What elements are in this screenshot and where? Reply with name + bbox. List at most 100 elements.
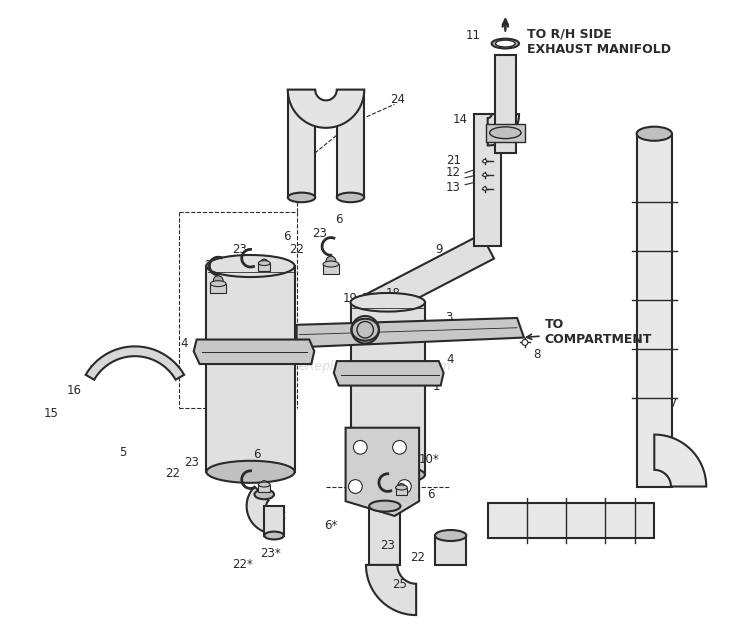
Text: 4: 4 <box>180 337 188 350</box>
Ellipse shape <box>350 293 425 312</box>
Circle shape <box>522 339 528 346</box>
Text: 3: 3 <box>445 312 452 324</box>
Polygon shape <box>654 435 706 487</box>
Polygon shape <box>86 346 184 380</box>
Text: eReplacementParts.com: eReplacementParts.com <box>298 360 452 374</box>
Polygon shape <box>337 90 364 197</box>
Polygon shape <box>474 114 502 246</box>
Circle shape <box>213 276 223 286</box>
Text: 6: 6 <box>427 488 434 501</box>
Text: 23: 23 <box>184 456 200 468</box>
Polygon shape <box>296 318 524 348</box>
Circle shape <box>349 480 362 494</box>
Ellipse shape <box>259 260 270 265</box>
Text: TO
COMPARTMENT: TO COMPARTMENT <box>526 318 652 346</box>
Bar <box>350 302 425 475</box>
Ellipse shape <box>337 193 364 202</box>
Text: 14: 14 <box>453 112 468 126</box>
Polygon shape <box>435 535 466 565</box>
Text: 23: 23 <box>312 227 326 240</box>
Text: 19: 19 <box>343 292 358 305</box>
Text: 6: 6 <box>253 447 260 461</box>
Text: 1: 1 <box>433 380 440 393</box>
Text: 2: 2 <box>278 509 286 523</box>
Text: 6: 6 <box>283 230 290 243</box>
Text: 18: 18 <box>386 287 400 300</box>
Text: 22: 22 <box>410 550 424 564</box>
Ellipse shape <box>288 193 315 202</box>
Text: 5: 5 <box>119 446 127 459</box>
Bar <box>323 264 339 274</box>
Ellipse shape <box>637 126 672 141</box>
Polygon shape <box>288 90 315 197</box>
Ellipse shape <box>264 532 284 540</box>
Ellipse shape <box>206 461 295 483</box>
Text: 7: 7 <box>670 397 678 410</box>
Ellipse shape <box>435 530 466 541</box>
Ellipse shape <box>352 319 379 341</box>
Bar <box>210 284 226 293</box>
Polygon shape <box>264 506 284 535</box>
Text: 17: 17 <box>88 365 104 377</box>
Ellipse shape <box>254 489 274 499</box>
Text: 22: 22 <box>165 467 180 480</box>
Text: 24: 24 <box>390 93 405 106</box>
Polygon shape <box>288 90 364 128</box>
Bar <box>259 263 270 271</box>
Polygon shape <box>366 565 416 615</box>
Polygon shape <box>494 56 516 154</box>
Circle shape <box>483 187 487 190</box>
Ellipse shape <box>496 40 515 47</box>
Text: 22*: 22* <box>232 559 254 571</box>
Polygon shape <box>365 296 398 330</box>
Polygon shape <box>488 503 654 538</box>
Text: 16: 16 <box>67 384 82 397</box>
Ellipse shape <box>259 482 270 487</box>
Text: 4: 4 <box>447 353 454 366</box>
Circle shape <box>353 441 368 454</box>
Text: 20: 20 <box>361 292 376 305</box>
Polygon shape <box>637 134 672 487</box>
Text: 25: 25 <box>392 578 407 591</box>
Text: 12: 12 <box>446 166 461 179</box>
Circle shape <box>393 441 406 454</box>
Text: 15: 15 <box>44 406 58 420</box>
Ellipse shape <box>395 485 407 490</box>
Circle shape <box>398 483 406 492</box>
Polygon shape <box>346 428 419 516</box>
Text: 13: 13 <box>446 181 460 194</box>
Bar <box>259 485 270 492</box>
Bar <box>206 266 295 472</box>
Polygon shape <box>488 114 519 145</box>
Text: 23: 23 <box>232 243 248 256</box>
Bar <box>486 124 525 142</box>
Text: 11: 11 <box>466 29 481 42</box>
Circle shape <box>483 159 487 163</box>
Circle shape <box>326 256 336 266</box>
Text: 22: 22 <box>289 243 304 256</box>
Polygon shape <box>194 339 314 364</box>
Polygon shape <box>369 506 400 565</box>
Text: 6: 6 <box>335 214 343 226</box>
Circle shape <box>260 481 268 489</box>
Text: 6*: 6* <box>324 520 338 532</box>
Polygon shape <box>334 361 443 386</box>
Ellipse shape <box>206 255 295 277</box>
Polygon shape <box>358 234 494 322</box>
Circle shape <box>260 259 268 267</box>
Ellipse shape <box>210 281 226 286</box>
Text: 8: 8 <box>533 348 541 361</box>
Ellipse shape <box>323 261 339 267</box>
Circle shape <box>357 322 374 338</box>
Text: 23*: 23* <box>260 547 280 560</box>
Text: 22: 22 <box>204 258 219 272</box>
Text: 23: 23 <box>380 539 395 552</box>
Ellipse shape <box>350 465 425 484</box>
Ellipse shape <box>490 127 521 138</box>
Circle shape <box>483 173 487 176</box>
Text: 10*: 10* <box>419 453 440 466</box>
Circle shape <box>398 480 411 494</box>
Ellipse shape <box>369 501 400 512</box>
Bar <box>395 487 407 495</box>
Ellipse shape <box>491 39 519 49</box>
